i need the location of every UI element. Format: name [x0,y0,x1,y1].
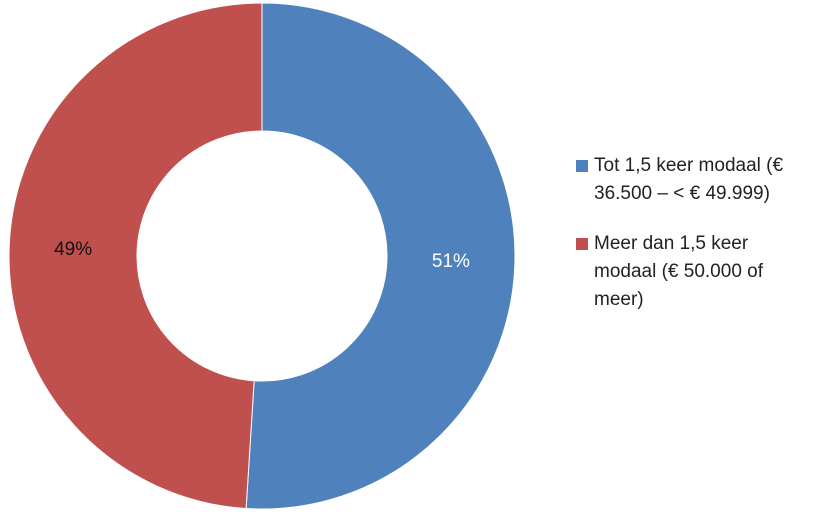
legend: Tot 1,5 keer modaal (€ 36.500 – < € 49.9… [576,152,816,336]
donut-slice [245,2,516,510]
legend-entry: Meer dan 1,5 keer modaal (€ 50.000 of me… [576,230,816,314]
legend-label: Tot 1,5 keer modaal (€ 36.500 – < € 49.9… [594,155,784,204]
legend-swatch [576,238,588,250]
legend-label: Meer dan 1,5 keer modaal (€ 50.000 of me… [594,233,764,310]
donut-slice [8,2,263,510]
data-label: 51% [432,251,470,272]
legend-entry: Tot 1,5 keer modaal (€ 36.500 – < € 49.9… [576,152,816,208]
data-label: 49% [54,239,92,260]
legend-swatch [576,160,588,172]
